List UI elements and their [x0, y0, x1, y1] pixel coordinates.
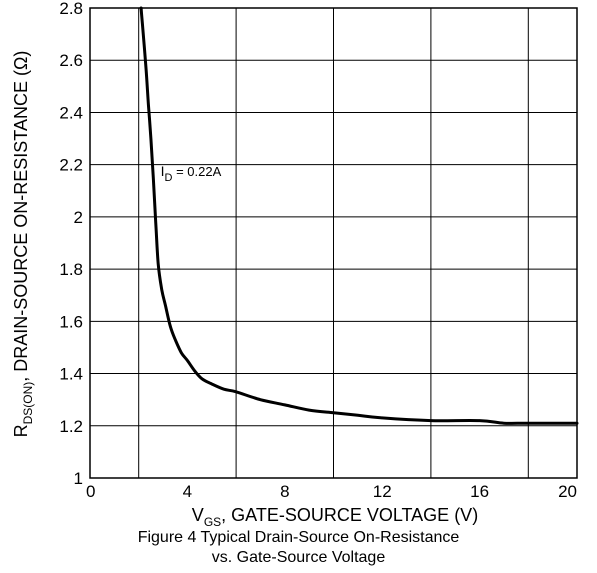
x-tick-labels: 0 4 8 12 16 20 [86, 482, 577, 501]
plot-frame [89, 7, 578, 479]
y-tick-label: 1.8 [59, 260, 83, 279]
y-tick-label: 1 [74, 469, 83, 488]
y-axis-label: RDS(ON), DRAIN-SOURCE ON-RESISTANCE (Ω) [11, 51, 35, 438]
x-tick-label: 4 [183, 482, 192, 501]
x-tick-label: 8 [280, 482, 289, 501]
grid-lines [89, 7, 578, 479]
drain-current-annotation: ID = 0.22A [161, 163, 222, 184]
y-tick-label: 1.2 [59, 417, 83, 436]
x-tick-label: 20 [558, 482, 577, 501]
figure-caption-line-1: Figure 4 Typical Drain-Source On-Resista… [137, 529, 460, 546]
x-tick-label: 16 [470, 482, 489, 501]
x-axis-label: VGS, GATE-SOURCE VOLTAGE (V) [192, 505, 478, 529]
y-tick-label: 1.6 [59, 312, 83, 331]
y-tick-label: 2.6 [59, 51, 83, 70]
y-tick-label: 1.4 [59, 365, 83, 384]
y-tick-label: 2.2 [59, 156, 83, 175]
resistance-curve [139, 6, 579, 425]
y-tick-labels: 1 1.2 1.4 1.6 1.8 2 2.2 2.4 2.6 2.8 [59, 0, 83, 488]
y-tick-label: 2 [74, 208, 83, 227]
figure-caption-line-2: vs. Gate-Source Voltage [211, 549, 386, 566]
y-tick-label: 2.8 [59, 0, 83, 18]
y-tick-label: 2.4 [59, 103, 83, 122]
x-tick-label: 12 [373, 482, 392, 501]
x-tick-label: 0 [86, 482, 95, 501]
